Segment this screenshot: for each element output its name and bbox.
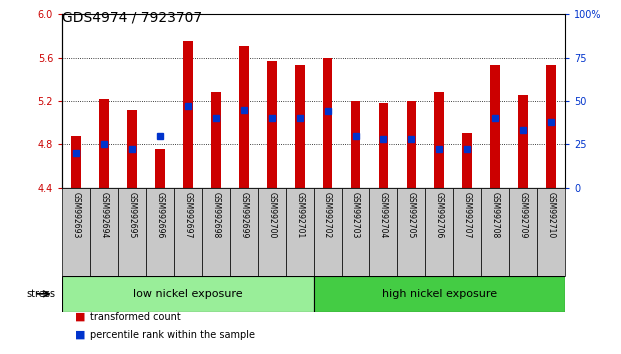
Bar [118,188,146,276]
Bar [351,101,360,188]
Bar [425,188,453,276]
Bar [519,96,528,188]
Bar [183,41,193,188]
Bar [99,99,109,188]
Bar [323,58,332,188]
Text: GSM992705: GSM992705 [407,192,416,239]
Text: GSM992707: GSM992707 [463,192,472,239]
Bar [155,149,165,188]
Text: GSM992702: GSM992702 [323,192,332,238]
Bar [546,65,556,188]
Text: GSM992695: GSM992695 [127,192,137,239]
Bar [342,188,369,276]
Text: ■: ■ [75,330,85,339]
Text: GSM992696: GSM992696 [155,192,165,239]
Bar [407,101,416,188]
Bar [211,92,220,188]
Bar [379,103,388,188]
Bar [146,188,174,276]
Bar [239,46,248,188]
Text: GSM992701: GSM992701 [295,192,304,238]
Text: GSM992703: GSM992703 [351,192,360,239]
Bar [397,188,425,276]
Text: stress: stress [27,289,56,299]
Bar [369,188,397,276]
Text: GSM992699: GSM992699 [239,192,248,239]
Bar [481,188,509,276]
Bar [453,188,481,276]
Bar [174,188,202,276]
Text: ■: ■ [75,312,85,322]
Bar [127,110,137,188]
Bar [202,188,230,276]
Bar [509,188,537,276]
Text: low nickel exposure: low nickel exposure [133,289,243,299]
Text: high nickel exposure: high nickel exposure [382,289,497,299]
Bar [230,188,258,276]
Bar [435,92,444,188]
Text: GSM992694: GSM992694 [99,192,109,239]
Bar [537,188,565,276]
Text: GSM992698: GSM992698 [211,192,220,238]
Bar [286,188,314,276]
Text: GSM992710: GSM992710 [546,192,556,238]
Text: transformed count: transformed count [90,312,181,322]
Bar [267,61,276,188]
Text: percentile rank within the sample: percentile rank within the sample [90,330,255,339]
Text: GSM992708: GSM992708 [491,192,500,238]
Bar [90,188,118,276]
Bar [295,65,304,188]
Bar [463,133,472,188]
Text: GSM992706: GSM992706 [435,192,444,239]
Text: GSM992704: GSM992704 [379,192,388,239]
Text: GDS4974 / 7923707: GDS4974 / 7923707 [62,11,202,25]
Bar [62,276,314,312]
Bar [491,65,500,188]
Bar [258,188,286,276]
Bar [62,188,90,276]
Bar [71,136,81,188]
Text: GSM992709: GSM992709 [519,192,528,239]
Bar [314,276,565,312]
Bar [314,188,342,276]
Text: GSM992693: GSM992693 [71,192,81,239]
Text: GSM992700: GSM992700 [267,192,276,239]
Text: GSM992697: GSM992697 [183,192,193,239]
